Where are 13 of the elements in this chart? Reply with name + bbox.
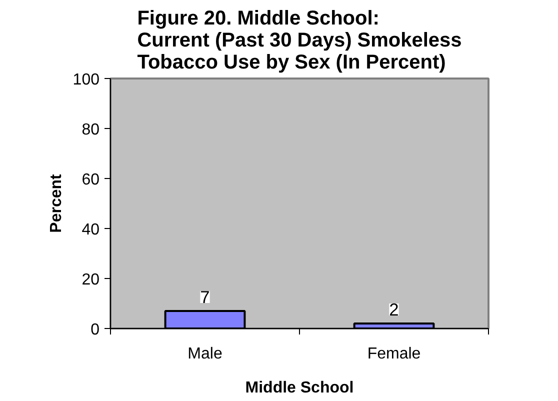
y-tick-label: 0: [90, 322, 100, 338]
y-tick-label: 100: [72, 72, 100, 88]
data-label: 7: [200, 287, 210, 307]
y-tick-label: 20: [82, 272, 100, 288]
y-axis-title: Percent: [48, 173, 65, 233]
y-tick-label: 80: [82, 122, 100, 138]
y-tick-label: 40: [82, 222, 100, 238]
data-label: 2: [389, 300, 399, 320]
chart-title: Figure 20. Middle School: Current (Past 30 Days) Smokeless Tobacco Use by Sex (In Percent): [137, 8, 462, 74]
y-tick-label: 60: [82, 172, 100, 188]
x-axis-title: Middle School: [245, 380, 354, 396]
x-tick-label: Male: [188, 346, 222, 362]
x-tick-label: Female: [367, 346, 421, 362]
